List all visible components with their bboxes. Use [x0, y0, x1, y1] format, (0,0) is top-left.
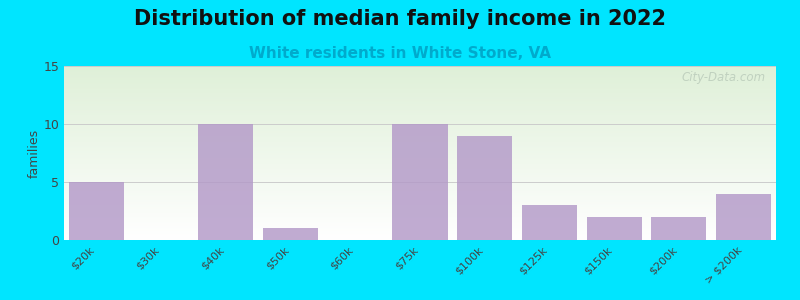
Bar: [458, 136, 512, 240]
Bar: [198, 124, 254, 240]
Y-axis label: families: families: [27, 128, 41, 178]
Bar: [263, 228, 318, 240]
Text: White residents in White Stone, VA: White residents in White Stone, VA: [249, 46, 551, 62]
Bar: [522, 205, 577, 240]
Bar: [393, 124, 447, 240]
Bar: [716, 194, 771, 240]
Text: City-Data.com: City-Data.com: [681, 71, 766, 84]
Text: Distribution of median family income in 2022: Distribution of median family income in …: [134, 9, 666, 29]
Bar: [651, 217, 706, 240]
Bar: [586, 217, 642, 240]
Bar: [69, 182, 124, 240]
